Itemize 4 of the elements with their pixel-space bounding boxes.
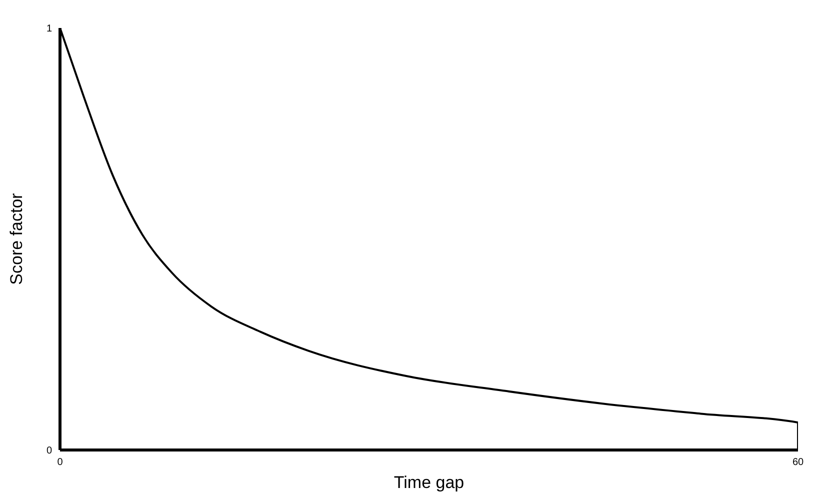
x-tick-label: 60 — [792, 457, 804, 468]
x-axis-title: Time gap — [394, 473, 464, 492]
y-axis-title: Score factor — [7, 192, 26, 285]
y-tick-label: 1 — [46, 24, 52, 35]
